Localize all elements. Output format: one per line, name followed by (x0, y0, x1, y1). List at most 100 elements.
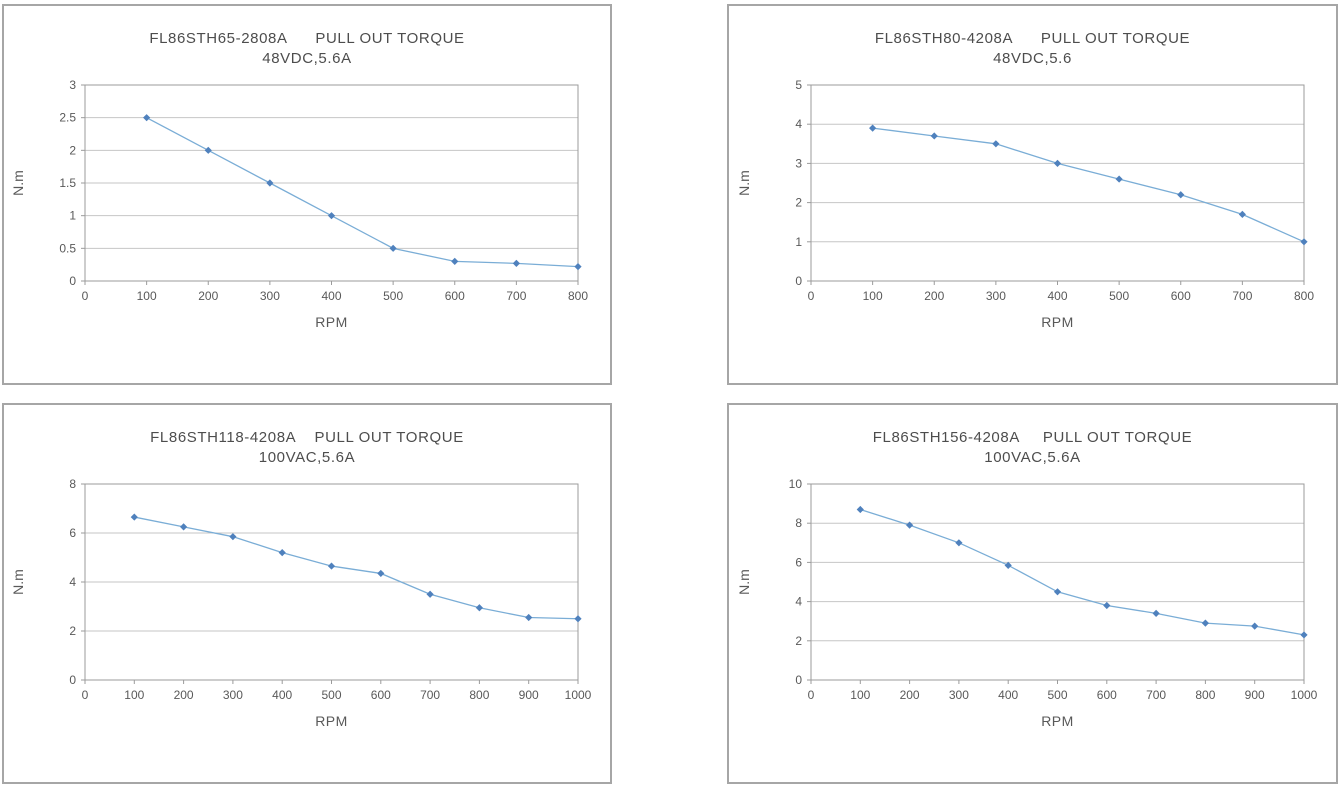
data-point-marker (377, 569, 385, 578)
data-point-marker (1201, 619, 1209, 627)
x-tick-label: 500 (1109, 289, 1129, 303)
x-tick-label: 400 (272, 688, 292, 702)
y-axis-label: N.m (736, 170, 752, 196)
x-tick-label: 800 (1195, 688, 1215, 702)
chart-plot: 0 100 200 300 400 500 600 700 800 900 1000 0 2 4 6 8 10 R… (736, 477, 1318, 729)
y-tick-label: 4 (795, 595, 802, 609)
x-tick-label: 600 (1096, 688, 1116, 702)
data-point-marker (954, 539, 962, 547)
chart-panel-fl86sth156: FL86STH156-4208A PULL OUT TORQUE 100VAC,… (727, 403, 1338, 784)
data-point-marker (930, 132, 938, 140)
x-tick-label: 200 (899, 688, 919, 702)
series-line (872, 127, 1304, 243)
data-point-marker (905, 521, 913, 529)
chart-subtitle: 48VDC,5.6 (993, 50, 1072, 67)
series-line (146, 117, 579, 268)
data-point-marker (475, 604, 483, 612)
data-point-marker (389, 244, 397, 252)
chart-panel-fl86sth80: FL86STH80-4208A PULL OUT TORQUE 48VDC,5.… (727, 4, 1338, 385)
chart-title: FL86STH80-4208A PULL OUT TORQUE (874, 30, 1191, 47)
x-tick-label: 800 (568, 289, 588, 303)
data-point-marker (266, 179, 274, 187)
chart-subtitle: 100VAC,5.6A (258, 449, 356, 466)
data-point-marker (1299, 238, 1308, 246)
y-tick-label: 0.5 (59, 241, 76, 255)
plot-border (810, 483, 1304, 681)
x-tick-label: 200 (174, 688, 194, 702)
x-tick-label: 100 (124, 688, 144, 702)
y-axis-label: N.m (10, 569, 26, 595)
y-tick-label: 0 (795, 673, 802, 687)
x-tick-label: 0 (807, 688, 814, 702)
y-axis-label: N.m (736, 569, 752, 595)
x-tick-label: 300 (985, 289, 1005, 303)
y-tick-label: 6 (795, 555, 802, 569)
x-tick-label: 700 (420, 688, 440, 702)
chart-subtitle: 48VDC,5.6A (262, 50, 352, 67)
data-point-marker (1299, 631, 1308, 639)
x-axis-label: RPM (1041, 314, 1074, 330)
y-tick-label: 1 (69, 209, 76, 223)
x-tick-label: 1000 (565, 688, 592, 702)
chart-plot: 0 100 200 300 400 500 600 700 800 900 1000 0 2 4 6 8 RPM… (10, 477, 592, 729)
data-point-marker (1102, 601, 1110, 610)
y-tick-label: 3 (69, 78, 76, 92)
x-tick-label: 0 (807, 289, 814, 303)
y-tick-label: 10 (788, 477, 802, 491)
x-tick-label: 500 (1047, 688, 1067, 702)
chart-panel-fl86sth118: FL86STH118-4208A PULL OUT TORQUE 100VAC,… (2, 403, 612, 784)
x-tick-label: 600 (371, 688, 391, 702)
y-tick-label: 2 (69, 143, 76, 157)
data-point-marker (991, 140, 999, 148)
x-tick-label: 1000 (1290, 688, 1317, 702)
x-tick-label: 500 (321, 688, 341, 702)
x-tick-label: 700 (1232, 289, 1252, 303)
x-axis-label: RPM (1041, 713, 1074, 729)
chart-plot: 0 100 200 300 400 500 600 700 800 0 0.5 1 1.5 2 2.5 3 RP… (10, 78, 588, 330)
data-point-marker (180, 523, 188, 531)
data-point-marker (512, 259, 520, 267)
data-point-marker (1250, 622, 1258, 630)
y-tick-label: 4 (795, 117, 802, 131)
x-tick-label: 400 (998, 688, 1018, 702)
y-tick-label: 5 (795, 78, 802, 92)
x-tick-label: 300 (260, 289, 280, 303)
x-tick-label: 400 (321, 289, 341, 303)
y-tick-label: 2.5 (59, 111, 76, 125)
data-point-marker (1115, 175, 1123, 183)
x-tick-label: 900 (1244, 688, 1264, 702)
x-tick-label: 700 (1146, 688, 1166, 702)
data-point-marker (130, 513, 138, 521)
data-point-marker (525, 613, 533, 622)
chart-title: FL86STH65-2808A PULL OUT TORQUE (149, 30, 465, 47)
data-point-marker (868, 124, 876, 132)
chart-panel-fl86sth65: FL86STH65-2808A PULL OUT TORQUE 48VDC,5.… (2, 4, 612, 385)
data-point-marker (426, 590, 434, 598)
x-tick-label: 900 (519, 688, 539, 702)
data-point-marker (327, 562, 336, 570)
x-tick-label: 0 (82, 289, 89, 303)
y-tick-label: 8 (69, 477, 76, 491)
y-tick-label: 8 (795, 516, 802, 530)
y-tick-label: 6 (69, 526, 76, 540)
data-point-marker (1053, 159, 1061, 167)
chart-title: FL86STH156-4208A PULL OUT TORQUE (872, 429, 1193, 446)
y-tick-label: 0 (795, 274, 802, 288)
y-tick-label: 2 (795, 634, 802, 648)
y-tick-label: 0 (69, 673, 76, 687)
x-tick-label: 0 (82, 688, 89, 702)
y-tick-label: 1 (795, 235, 802, 249)
data-point-marker (574, 263, 582, 271)
chart-subtitle: 100VAC,5.6A (984, 449, 1081, 466)
data-point-marker (327, 212, 336, 220)
data-point-marker (1238, 210, 1246, 218)
x-tick-label: 700 (506, 289, 526, 303)
data-point-marker (1176, 191, 1184, 199)
x-tick-label: 100 (862, 289, 882, 303)
x-tick-label: 600 (1170, 289, 1190, 303)
x-axis-label: RPM (315, 314, 348, 330)
data-point-marker (1053, 588, 1061, 596)
x-axis-label: RPM (315, 713, 348, 729)
x-tick-label: 400 (1047, 289, 1067, 303)
x-tick-label: 300 (948, 688, 968, 702)
